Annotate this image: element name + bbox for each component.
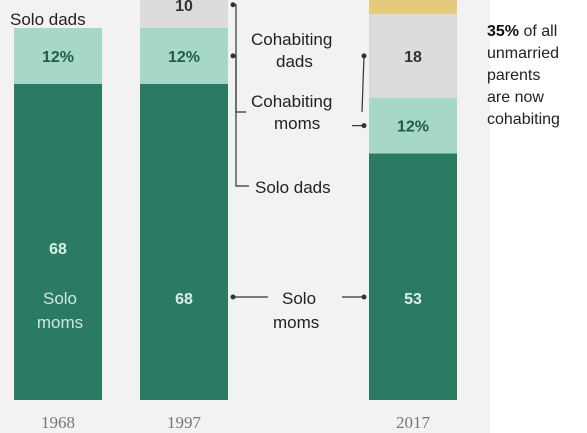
note-line4: are now xyxy=(487,89,544,106)
value-label-solo-moms-1968: 68 xyxy=(49,241,67,258)
note-line3: parents xyxy=(487,67,540,84)
bar-segment-solo-dads-1997 xyxy=(140,28,228,84)
value-label-cohabiting-moms-1997: 10 xyxy=(175,0,193,15)
label-solo-moms-line2: moms xyxy=(273,313,319,332)
label-cohabiting-dads-line2: dads xyxy=(276,52,313,71)
bar-segment-solo-moms-2017 xyxy=(369,153,457,400)
note-line2: unmarried xyxy=(487,45,559,62)
connectors-group xyxy=(230,2,367,300)
bar-segment-solo-moms-1968 xyxy=(14,83,102,401)
label-cohabiting-dads-line1: Cohabiting xyxy=(251,30,332,49)
value-label-solo-moms-1997: 68 xyxy=(175,291,193,308)
value-label-solo-dads-2017: 12% xyxy=(397,119,429,136)
bar-segment-solo-dads-2017 xyxy=(369,97,457,154)
label-solo-dads-top: Solo dads xyxy=(10,10,86,29)
bar-segment-solo-dads-1968 xyxy=(14,28,102,84)
value-label-solo-dads-1997: 12% xyxy=(168,49,200,66)
x-tick-label-2017: 2017 xyxy=(396,413,431,432)
bar-segment-cohabiting-moms-1997 xyxy=(140,0,228,28)
value-label-solo-moms-2017: 53 xyxy=(404,291,422,308)
label-solo-dads-mid: Solo dads xyxy=(255,178,331,197)
value-label-cohabiting-moms-2017: 18 xyxy=(404,49,422,66)
bar-segment-solo-moms-1997 xyxy=(140,83,228,401)
bar-segment-cohabiting-moms-2017 xyxy=(369,14,457,98)
note-line5: cohabiting xyxy=(487,111,560,128)
x-tick-label-1968: 1968 xyxy=(41,413,75,432)
note-line1: 35% of all xyxy=(487,23,557,40)
x-tick-label-1997: 1997 xyxy=(167,413,202,432)
label-solo-moms-in-bar-line1: Solo xyxy=(43,289,77,308)
bar-segment-cohabiting-dads-2017 xyxy=(369,0,457,15)
note-line1-rest: of all xyxy=(519,23,557,40)
note-bold-percent: 35% xyxy=(487,23,519,40)
value-label-solo-dads-1968: 12% xyxy=(42,49,74,66)
label-solo-moms-line1: Solo xyxy=(282,289,316,308)
label-cohabiting-moms-line2: moms xyxy=(274,114,320,133)
connector-cohab-moms-2017 xyxy=(361,55,365,113)
label-solo-moms-in-bar-line2: moms xyxy=(37,313,83,332)
label-cohabiting-moms-line1: Cohabiting xyxy=(251,92,332,111)
connector-solo-dads-1997 xyxy=(233,55,249,187)
